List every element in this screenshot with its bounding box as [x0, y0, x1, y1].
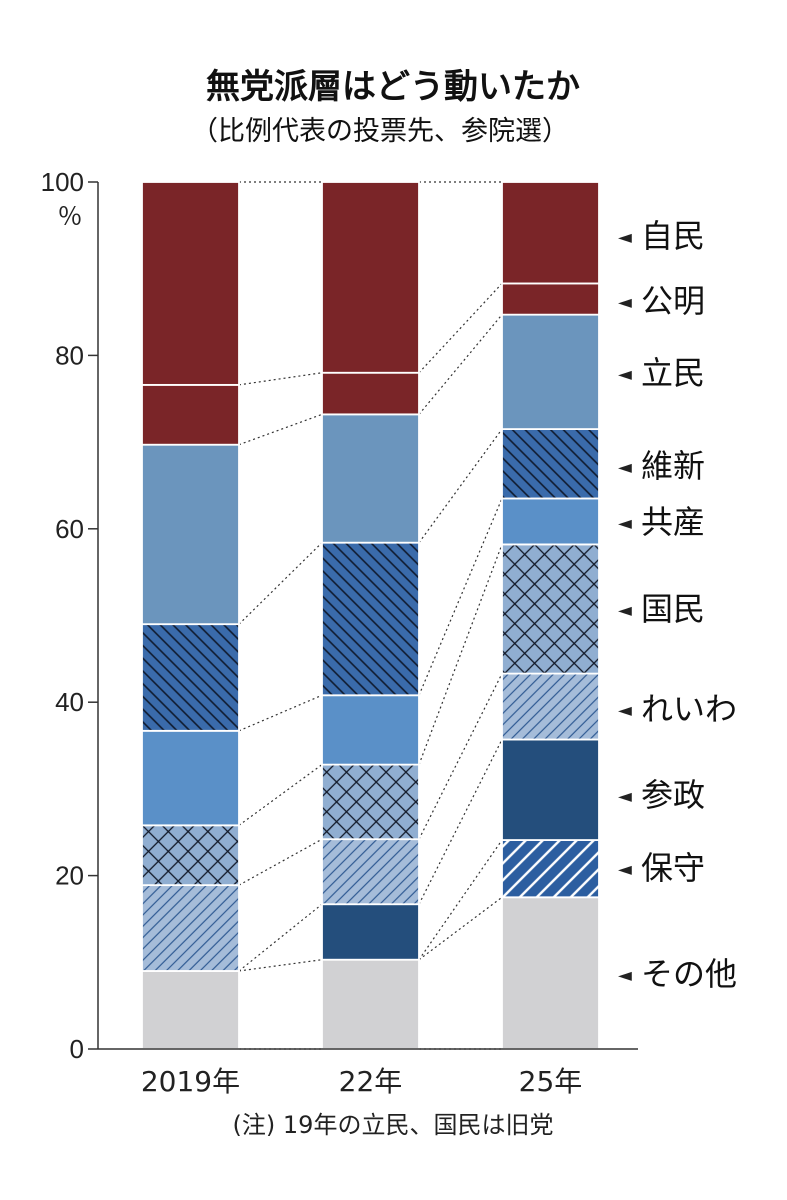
y-axis-unit: ％ — [57, 203, 82, 231]
bar-25年-れいわ — [501, 672, 600, 741]
x-label-22年: 22年 — [339, 1065, 403, 1098]
y-axis-ticks: 0 20 40 60 80 100 — [41, 167, 98, 1064]
legend-marker: ◄ — [618, 859, 632, 880]
bar-22年-国民 — [321, 763, 420, 841]
connector-line — [418, 839, 503, 961]
footnote: (注) 19年の立民、国民は旧党 — [233, 1111, 554, 1139]
legend-marker: ◄ — [618, 700, 632, 721]
chart-title: 無党派層はどう動いたか — [206, 67, 580, 107]
legend-marker: ◄ — [618, 292, 632, 313]
connector-line — [238, 413, 323, 446]
y-tick-label: 100 — [41, 167, 84, 197]
legend-label-共産: 共産 — [641, 503, 705, 541]
connector-line — [418, 428, 503, 544]
bar-25年-維新 — [501, 428, 600, 500]
connector-line — [418, 896, 503, 961]
connector-line — [238, 694, 323, 732]
connector-line — [238, 372, 323, 386]
legend: ◄ その他 ◄ 保守 ◄ 参政 ◄ れいわ ◄ 国民 ◄ 共産 ◄ 維新 ◄ 立民 ◄ 公明 ◄ 自民 — [618, 217, 737, 993]
legend-marker: ◄ — [618, 600, 632, 621]
x-label-2019年: 2019年 — [141, 1065, 240, 1098]
legend-marker: ◄ — [618, 227, 632, 248]
bar-2019年-維新 — [141, 623, 240, 732]
bar-22年-自民 — [321, 181, 420, 374]
bar-25年-その他 — [501, 896, 600, 1050]
connector-line — [418, 544, 503, 765]
connector-line — [418, 283, 503, 374]
legend-label-維新: 維新 — [641, 447, 705, 485]
bars — [141, 181, 600, 1050]
legend-marker: ◄ — [618, 364, 632, 385]
bar-25年-参政 — [501, 738, 600, 841]
bar-22年-共産 — [321, 694, 420, 766]
bar-2019年-立民 — [141, 443, 240, 626]
legend-label-保守: 保守 — [641, 849, 705, 887]
connector-line — [238, 959, 323, 972]
connector-line — [238, 542, 323, 625]
bar-25年-立民 — [501, 313, 600, 430]
connector-line — [418, 498, 503, 696]
bar-22年-その他 — [321, 958, 420, 1050]
bar-22年-公明 — [321, 371, 420, 416]
legend-marker: ◄ — [618, 786, 632, 807]
legend-label-れいわ: れいわ — [641, 690, 737, 728]
bar-25年-自民 — [501, 181, 600, 285]
legend-marker: ◄ — [618, 965, 632, 986]
bar-25年-国民 — [501, 543, 600, 675]
bar-22年-維新 — [321, 541, 420, 697]
y-tick-label: 0 — [70, 1034, 84, 1064]
connector-line — [418, 314, 503, 415]
bar-22年-参政 — [321, 903, 420, 961]
legend-marker: ◄ — [618, 457, 632, 478]
y-tick-label: 40 — [55, 687, 84, 717]
legend-marker: ◄ — [618, 513, 632, 534]
legend-label-その他: その他 — [641, 955, 737, 993]
bar-2019年-国民 — [141, 824, 240, 887]
connector-line — [418, 739, 503, 905]
legend-label-公明: 公明 — [641, 282, 705, 320]
bar-2019年-自民 — [141, 181, 240, 386]
x-label-25年: 25年 — [519, 1065, 583, 1098]
bar-2019年-公明 — [141, 383, 240, 446]
connector-line — [418, 673, 503, 840]
connector-lines — [238, 181, 503, 1050]
legend-label-国民: 国民 — [641, 590, 705, 628]
bar-2019年-その他 — [141, 970, 240, 1050]
bar-25年-公明 — [501, 282, 600, 316]
y-tick-label: 80 — [55, 340, 84, 370]
y-tick-label: 60 — [55, 514, 84, 544]
bar-25年-保守 — [501, 839, 600, 899]
bar-2019年-れいわ — [141, 884, 240, 972]
bar-22年-れいわ — [321, 838, 420, 906]
x-axis-labels: 2019年 22年 25年 — [141, 1065, 582, 1098]
bar-2019年-共産 — [141, 729, 240, 827]
connector-line — [238, 764, 323, 826]
legend-label-自民: 自民 — [641, 217, 705, 255]
y-tick-label: 20 — [55, 861, 84, 891]
legend-label-立民: 立民 — [641, 354, 705, 392]
bar-25年-共産 — [501, 497, 600, 546]
chart-subtitle: （比例代表の投票先、参院選） — [191, 116, 569, 147]
connector-line — [238, 838, 323, 886]
bar-22年-立民 — [321, 413, 420, 544]
legend-label-参政: 参政 — [641, 776, 705, 814]
